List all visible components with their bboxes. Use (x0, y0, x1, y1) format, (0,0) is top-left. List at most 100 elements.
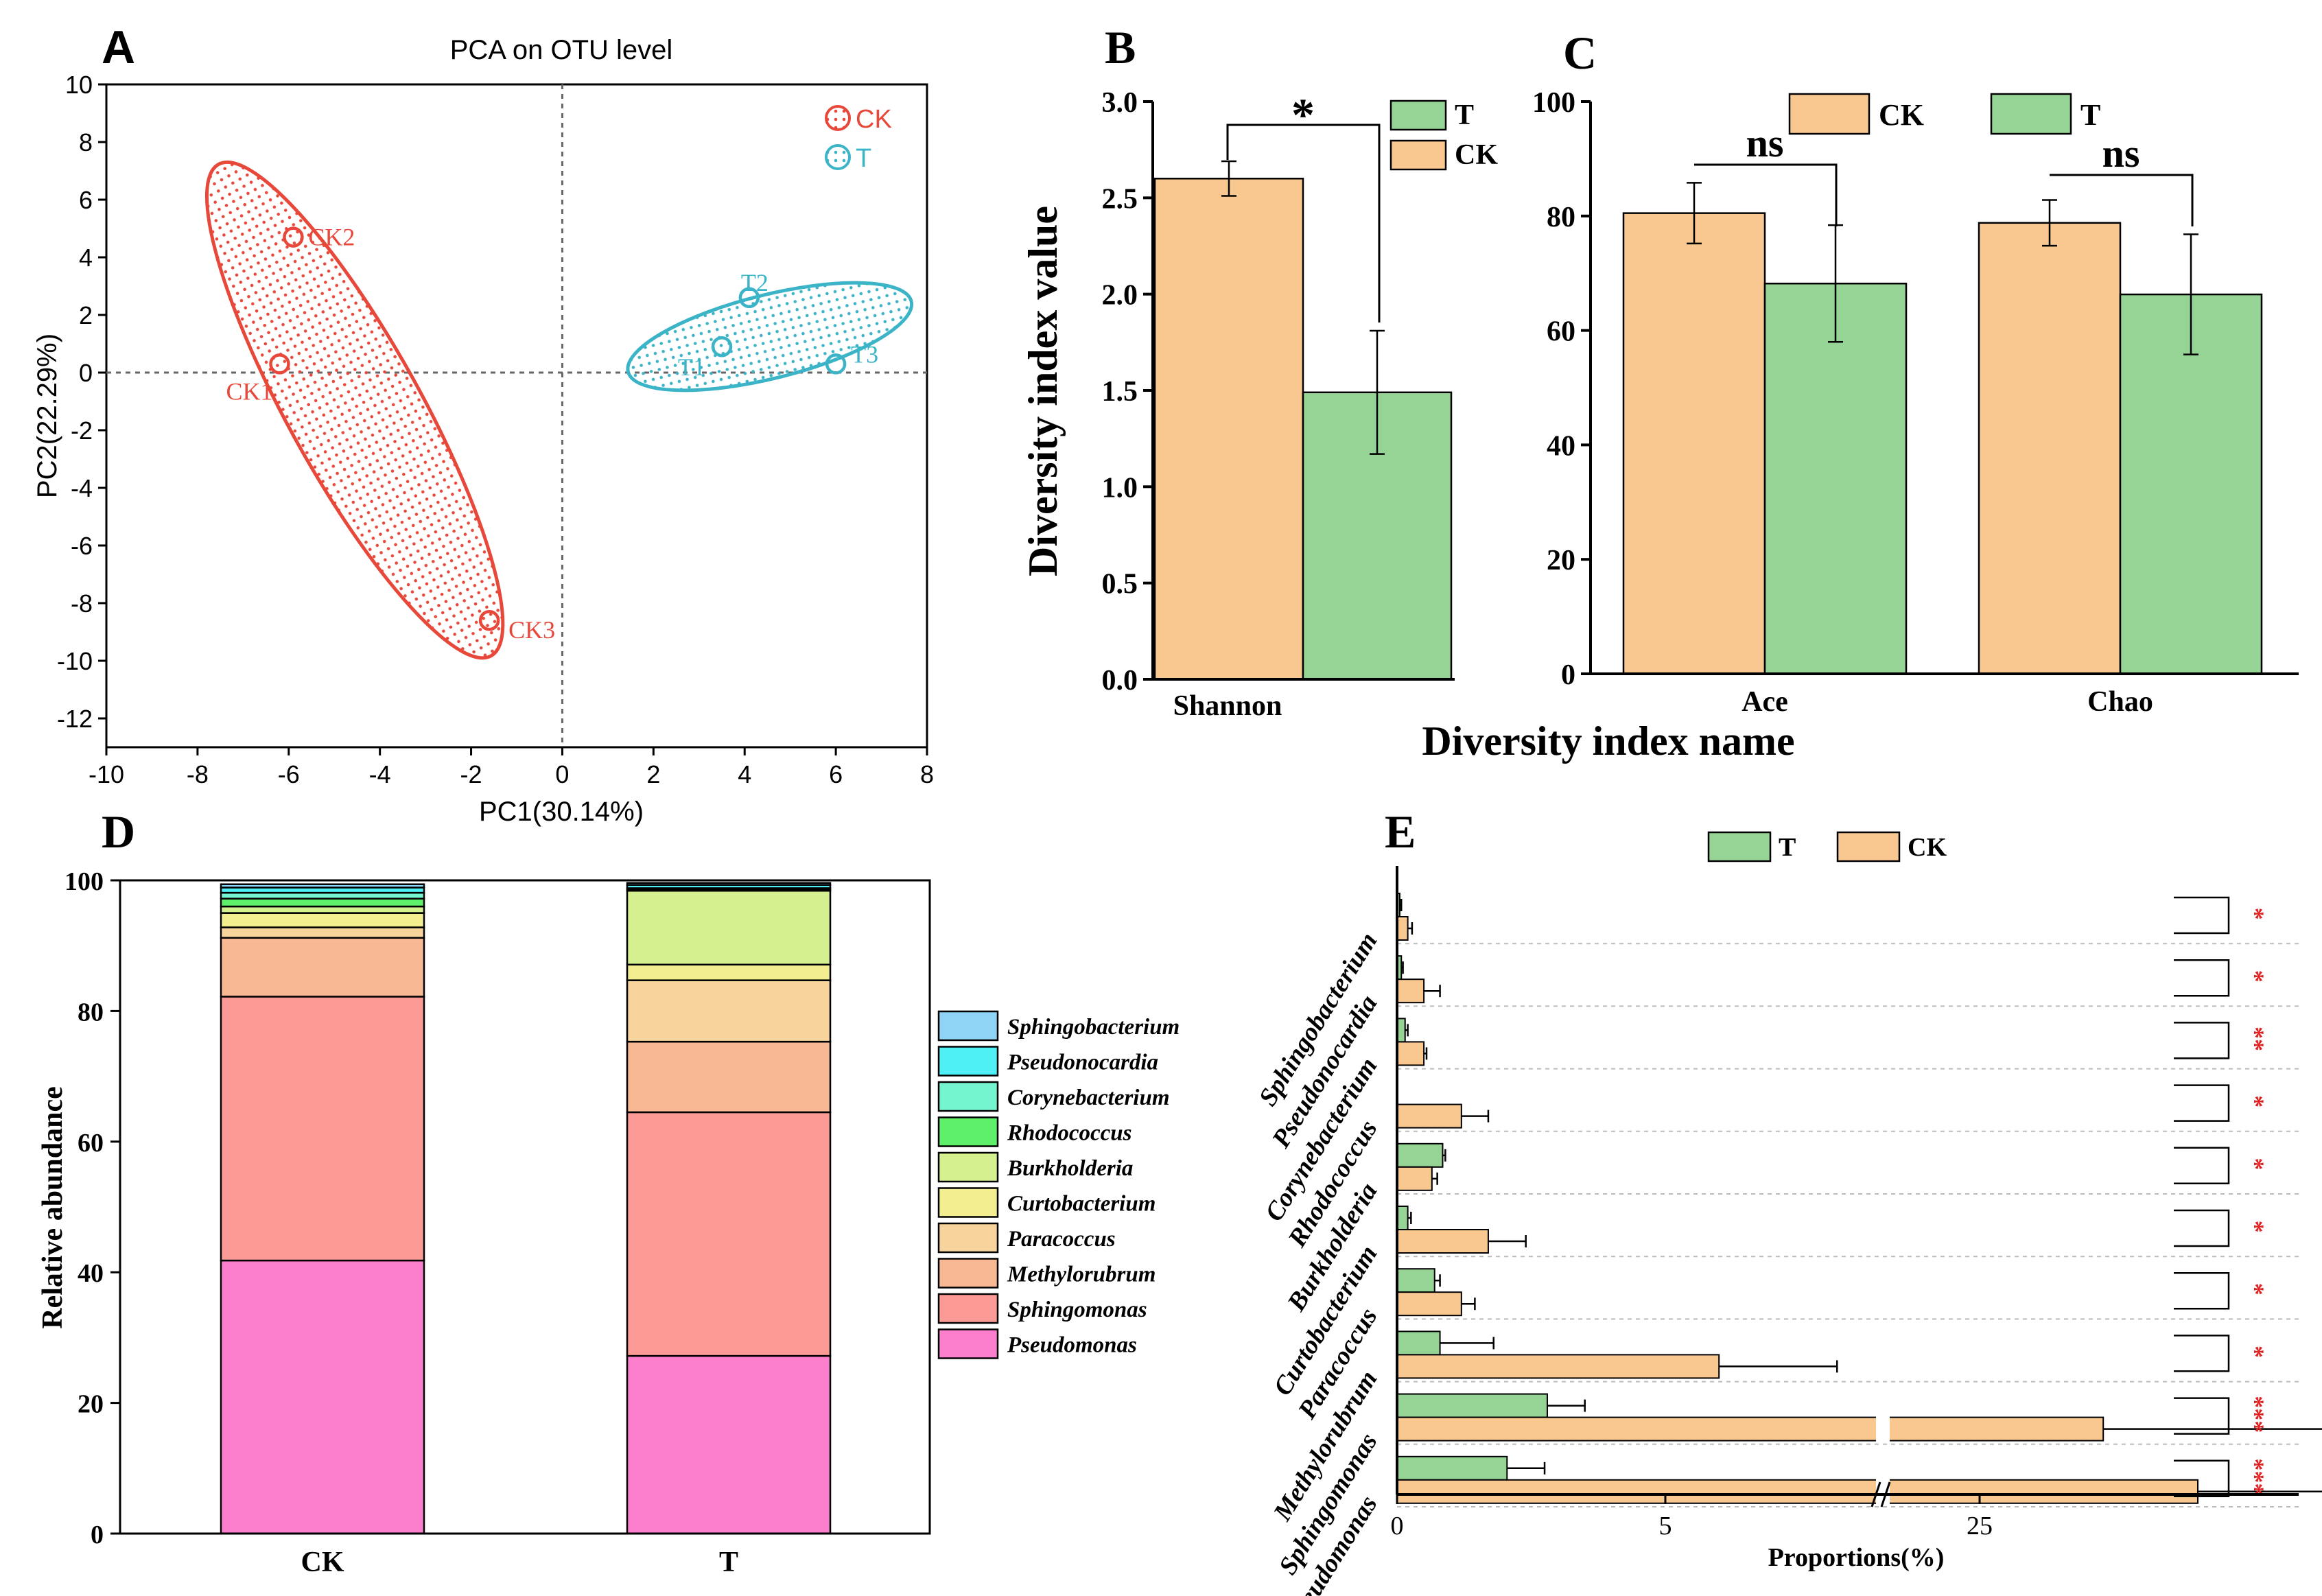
proportions-significance-stars: * (2248, 970, 2275, 983)
legend-label-pseudonocardia: Pseudonocardia (1007, 1051, 1158, 1075)
shannon-category-label: Shannon (1173, 690, 1282, 722)
proportions-significance-bracket (2174, 1335, 2230, 1372)
legend-label-corynebacterium: Corynebacterium (1007, 1085, 1170, 1110)
pca-plot-frame (105, 83, 928, 749)
stack-ck-corynebacterium (220, 891, 425, 900)
legend-swatch-pseudonocardia (937, 1046, 999, 1077)
stack-ck-rhodococcus (220, 897, 425, 908)
pca-point-label: CK1 (226, 377, 272, 405)
proportions-significance-bracket (2174, 896, 2230, 935)
shannon-y-tick-label: 1.5 (1102, 376, 1138, 408)
abundance-y-label: Relative abundance (37, 1086, 69, 1329)
abundance-y-tick-label: 100 (64, 867, 104, 896)
proportions-significance-stars: * (2248, 1283, 2275, 1295)
pca-x-axis: -10 -8 -6 -4 -2 0 2 4 6 8 (89, 747, 934, 788)
proportions-legend-ck: CK (1908, 833, 1947, 862)
proportions-significance-stars: * (2248, 1095, 2275, 1107)
shannon-legend-ck: CK (1455, 139, 1498, 171)
panel-letter-d: D (102, 806, 135, 858)
shannon-bars (1153, 160, 1453, 681)
legend-marker-t (825, 144, 851, 170)
shannon-bar-ck (1153, 178, 1304, 681)
bar-rhodococcus-ck (1396, 1103, 1462, 1129)
stack-ck-paracoccus (220, 926, 425, 939)
proportions-significance-bracket (2174, 1271, 2230, 1310)
shannon-significance-bracket (1226, 124, 1381, 322)
bar-pseudomonas-t (1396, 1455, 1508, 1481)
pca-point-t2 (738, 287, 760, 309)
pca-point-t1 (711, 336, 733, 357)
pca-y-tick-label: 4 (79, 244, 93, 272)
bar-ace-t (1763, 282, 1908, 675)
abundance-y-tick-label: 60 (78, 1129, 104, 1158)
bar-burkholderia-ck (1396, 1166, 1433, 1191)
pca-point-label: T3 (851, 340, 878, 368)
pca-ellipse-t (626, 281, 914, 392)
abundance-plot-frame (119, 879, 931, 1535)
abundance-y-tick-label: 80 (78, 998, 104, 1026)
pca-y-tick-label: 6 (79, 186, 93, 214)
axis-break-mark (1870, 1481, 1881, 1507)
panel-b-shannon: B 0.0 0.5 1.0 1.5 2.0 2.5 3.0 Shannon Diversit… (1020, 21, 1498, 722)
panel-a-pca: A PCA on OTU level 10 8 6 4 2 0 -2 -4 -6 -8 -10 -12… (32, 21, 934, 827)
bar-curtobacterium-ck (1396, 1229, 1489, 1254)
pca-y-tick-label: 10 (65, 71, 93, 99)
proportions-significance-bracket (2174, 1209, 2230, 1247)
ace-chao-legend: CK T (1788, 93, 2100, 135)
legend-swatch-ck (1788, 93, 1870, 135)
stack-ck-curtobacterium (220, 912, 425, 928)
legend-label-sphingomonas: Sphingomonas (1007, 1298, 1147, 1322)
ace-chao-y-tick-label: 80 (1547, 202, 1575, 233)
ace-chao-y-tick-label: 100 (1532, 87, 1575, 119)
chao-category-label: Chao (2087, 686, 2153, 718)
stack-ck-methylorubrum (220, 937, 425, 998)
bar-methylorubrum-ck (1396, 1354, 1720, 1379)
stack-t-pseudomonas (626, 1354, 832, 1535)
proportions-significance-bracket (2174, 959, 2230, 997)
panel-letter-c: C (1563, 27, 1597, 79)
bar-sphingomonas-ck (1396, 1416, 2104, 1442)
pca-x-label: PC1(30.14%) (479, 797, 644, 827)
pca-x-tick-label: -6 (278, 760, 300, 788)
proportions-x-label: Proportions(%) (1768, 1543, 1945, 1572)
pca-x-tick-label: -4 (369, 760, 391, 788)
pca-legend-t: T (856, 144, 871, 173)
shannon-legend-t: T (1455, 99, 1474, 131)
pca-point-label: CK3 (508, 616, 555, 644)
stack-t-burkholderia (626, 889, 832, 966)
proportions-x-tick-label: 0 (1391, 1512, 1404, 1540)
stack-t-curtobacterium (626, 963, 832, 981)
stack-ck-burkholderia (220, 905, 425, 914)
ace-chao-y-tick-label: 40 (1547, 430, 1575, 462)
pca-y-tick-label: -4 (71, 474, 93, 502)
pca-point-label: T1 (678, 353, 705, 381)
panel-letter-b: B (1105, 21, 1136, 73)
pca-x-tick-label: -10 (89, 760, 124, 788)
proportions-x-axis: 05253035 (1391, 1481, 1993, 1540)
legend-swatch-corynebacterium (937, 1081, 999, 1112)
bar-paracoccus-t (1396, 1268, 1435, 1293)
shannon-y-tick-label: 2.5 (1102, 183, 1138, 215)
stack-t-sphingobacterium (626, 882, 832, 886)
legend-swatch-burkholderia (937, 1151, 999, 1183)
abundance-y-axis: 0 20 40 60 80 100 (64, 867, 120, 1549)
stack-t-paracoccus (626, 979, 832, 1043)
shannon-y-label: Diversity index value (1020, 206, 1066, 576)
pca-point-ck3 (478, 609, 500, 631)
ace-significance-bracket (1694, 163, 1838, 226)
stack-t-sphingomonas (626, 1111, 832, 1357)
legend-swatch-t (1990, 93, 2072, 135)
pca-x-tick-label: -8 (187, 760, 209, 788)
ace-significance: ns (1746, 121, 1784, 165)
proportions-legend-t: T (1779, 833, 1796, 862)
abundance-y-tick-label: 20 (78, 1390, 104, 1419)
legend-label-methylorubrum: Methylorubrum (1007, 1263, 1156, 1287)
legend-label-paracoccus: Paracoccus (1007, 1227, 1116, 1252)
chao-significance-bracket (2050, 174, 2194, 226)
panel-d-relative-abundance: D 0 20 40 60 80 100 CK T Relative abundance S… (37, 806, 1180, 1578)
panel-e-proportions: E T CK *Sphingobacterium *Pseudonocardia *… (1254, 806, 2322, 1596)
pca-x-tick-label: 6 (829, 760, 843, 788)
pca-legend-ck: CK (856, 105, 892, 134)
pca-y-tick-label: -12 (57, 705, 93, 733)
